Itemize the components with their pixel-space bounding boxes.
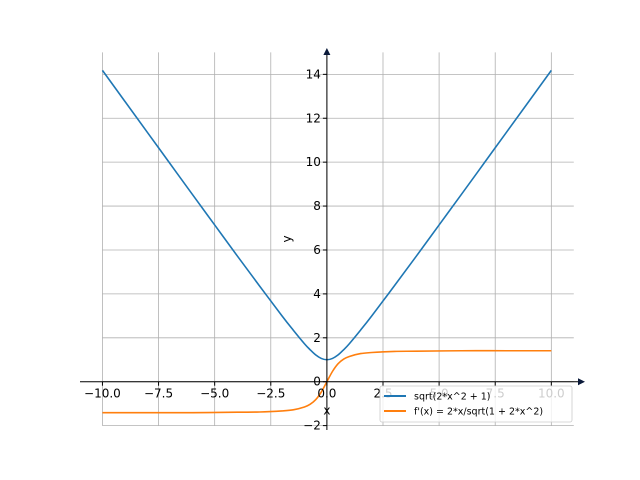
x-tick-label-4: 0.0 xyxy=(317,387,336,401)
y-axis-arrow-icon xyxy=(323,48,331,55)
legend-box xyxy=(379,385,573,423)
x-tick-label-2: −5.0 xyxy=(200,387,229,401)
x-tick-label-1: −7.5 xyxy=(144,387,173,401)
y-axis-label: y xyxy=(280,235,294,242)
grid xyxy=(102,52,574,427)
legend-entry-1: f'(x) = 2*x/sqrt(1 + 2*x^2) xyxy=(414,407,543,418)
y-tick-label-6: 10 xyxy=(306,155,321,169)
legend-entry-0: sqrt(2*x^2 + 1) xyxy=(414,392,491,403)
y-tick-label-3: 4 xyxy=(313,287,321,301)
x-tick-label-3: −2.5 xyxy=(256,387,285,401)
y-tick-label-0: −2 xyxy=(303,419,321,433)
y-tick-label-5: 8 xyxy=(313,199,321,213)
y-tick-label-2: 2 xyxy=(313,331,321,345)
x-axis-label: x xyxy=(323,404,330,418)
axes xyxy=(80,48,585,430)
y-tick-label-7: 12 xyxy=(306,111,321,125)
x-axis-arrow-icon xyxy=(578,378,585,386)
y-tick-label-4: 6 xyxy=(313,243,321,257)
legend: sqrt(2*x^2 + 1) f'(x) = 2*x/sqrt(1 + 2*x… xyxy=(379,385,573,423)
x-tick-label-0: −10.0 xyxy=(84,387,121,401)
y-tick-label-8: 14 xyxy=(306,67,321,81)
y-tick-label-1: 0 xyxy=(313,375,321,389)
